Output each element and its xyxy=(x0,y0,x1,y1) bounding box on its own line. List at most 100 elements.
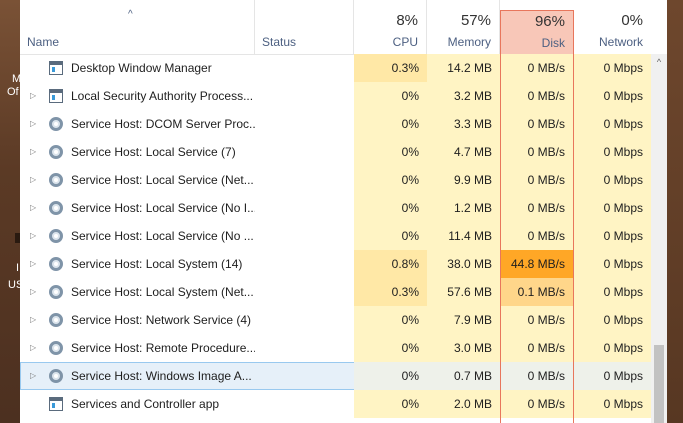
process-status xyxy=(255,194,354,222)
gear-icon xyxy=(49,201,63,215)
process-row[interactable]: ▷ Local Security Authority Process... 0% 3.… xyxy=(20,82,651,110)
process-name-cell: ▷ Local Security Authority Process... xyxy=(20,82,255,110)
process-network: 0 Mbps xyxy=(573,334,651,362)
process-memory: 9.9 MB xyxy=(427,166,500,194)
process-status xyxy=(255,110,354,138)
scrollbar-thumb[interactable] xyxy=(654,345,664,423)
process-network: 0 Mbps xyxy=(573,362,651,390)
expand-arrow-icon[interactable]: ▷ xyxy=(30,231,37,240)
process-disk: 0 MB/s xyxy=(500,390,573,418)
expand-arrow-icon[interactable]: ▷ xyxy=(30,119,37,128)
app-window-icon xyxy=(49,61,63,75)
column-label: Memory xyxy=(447,35,491,49)
process-memory: 4.7 MB xyxy=(427,138,500,166)
process-disk: 0 MB/s xyxy=(500,110,573,138)
process-name-cell: ▷ Service Host: Windows Image A... xyxy=(20,362,255,390)
process-memory: 3.0 MB xyxy=(427,334,500,362)
process-name-cell: ▷ Service Host: Local System (14) xyxy=(20,250,255,278)
vertical-scrollbar[interactable]: ^ xyxy=(651,54,667,423)
process-name-cell: ▷ Service Host: Local System (Net... xyxy=(20,278,255,306)
process-cpu: 0% xyxy=(354,194,427,222)
process-row[interactable]: Desktop Window Manager 0.3% 14.2 MB 0 MB/s 0… xyxy=(20,54,651,82)
expand-arrow-icon[interactable]: ▷ xyxy=(30,371,37,380)
desktop-icon-fragment xyxy=(15,233,20,243)
process-row[interactable]: Services and Controller app 0% 2.0 MB 0 MB/… xyxy=(20,390,651,418)
column-header-status[interactable]: Status xyxy=(255,0,354,54)
network-total-percent: 0% xyxy=(621,12,643,29)
process-memory: 14.2 MB xyxy=(427,54,500,82)
column-header-disk[interactable]: 96% Disk xyxy=(500,10,574,54)
process-status xyxy=(255,390,354,418)
process-network: 0 Mbps xyxy=(573,110,651,138)
process-disk: 0 MB/s xyxy=(500,138,573,166)
process-memory: 1.2 MB xyxy=(427,194,500,222)
process-network: 0 Mbps xyxy=(573,222,651,250)
process-memory: 38.0 MB xyxy=(427,250,500,278)
process-name: Service Host: Local Service (7) xyxy=(71,145,236,159)
process-row[interactable]: ▷ Service Host: DCOM Server Proc... 0% 3.3 … xyxy=(20,110,651,138)
process-disk: 0 MB/s xyxy=(500,54,573,82)
process-row[interactable]: ▷ Service Host: Network Service (4) 0% 7.9 … xyxy=(20,306,651,334)
process-status xyxy=(255,54,354,82)
process-row[interactable]: ▷ Service Host: Local System (14) 0.8% 38.0… xyxy=(20,250,651,278)
expand-arrow-icon[interactable]: ▷ xyxy=(30,259,37,268)
memory-total-percent: 57% xyxy=(460,12,491,29)
column-header-network[interactable]: 0% Network xyxy=(574,0,651,54)
process-name: Local Security Authority Process... xyxy=(71,89,254,103)
process-row[interactable]: ▷ Service Host: Local Service (No ... 0% 11… xyxy=(20,222,651,250)
disk-column-border-right xyxy=(573,54,574,423)
process-cpu: 0.3% xyxy=(354,54,427,82)
process-disk: 0 MB/s xyxy=(500,166,573,194)
process-name: Service Host: Remote Procedure... xyxy=(71,341,255,355)
desktop-icon-label-fragment: I xyxy=(16,262,20,274)
process-row[interactable]: ▷ Service Host: Local Service (Net... 0% 9.… xyxy=(20,166,651,194)
scroll-up-arrow-icon[interactable]: ^ xyxy=(656,57,662,67)
process-disk: 0 MB/s xyxy=(500,362,573,390)
column-header-name[interactable]: Name xyxy=(20,0,255,54)
process-row[interactable]: ▷ Service Host: Local Service (No I... 0% 1… xyxy=(20,194,651,222)
expand-arrow-icon[interactable]: ▷ xyxy=(30,287,37,296)
process-status xyxy=(255,334,354,362)
column-header-bar: ^ Name Status 8% CPU 57% Memory 96% Disk… xyxy=(20,0,667,55)
process-network: 0 Mbps xyxy=(573,82,651,110)
expand-arrow-icon[interactable]: ▷ xyxy=(30,343,37,352)
gear-icon xyxy=(49,229,63,243)
process-network: 0 Mbps xyxy=(573,54,651,82)
expand-arrow-icon[interactable]: ▷ xyxy=(30,175,37,184)
process-row[interactable]: ▷ Service Host: Local System (Net... 0.3% 5… xyxy=(20,278,651,306)
process-name-cell: ▷ Service Host: DCOM Server Proc... xyxy=(20,110,255,138)
process-row[interactable]: ▷ Service Host: Remote Procedure... 0% 3.0 … xyxy=(20,334,651,362)
expand-arrow-icon[interactable]: ▷ xyxy=(30,147,37,156)
process-disk: 0.1 MB/s xyxy=(500,278,573,306)
process-disk: 0 MB/s xyxy=(500,82,573,110)
process-cpu: 0% xyxy=(354,138,427,166)
process-memory: 11.4 MB xyxy=(427,222,500,250)
expand-arrow-icon[interactable]: ▷ xyxy=(30,203,37,212)
process-row[interactable]: ▷ Service Host: Local Service (7) 0% 4.7 MB… xyxy=(20,138,651,166)
process-name: Service Host: DCOM Server Proc... xyxy=(71,117,255,131)
gear-icon xyxy=(49,117,63,131)
process-name: Service Host: Network Service (4) xyxy=(71,313,252,327)
process-network: 0 Mbps xyxy=(573,194,651,222)
gear-icon xyxy=(49,341,63,355)
column-header-cpu[interactable]: 8% CPU xyxy=(354,0,427,54)
process-disk: 0 MB/s xyxy=(500,334,573,362)
desktop-icon-label-fragment: M xyxy=(12,73,22,85)
process-name-cell: ▷ Service Host: Local Service (Net... xyxy=(20,166,255,194)
column-header-memory[interactable]: 57% Memory xyxy=(427,0,500,54)
process-name-cell: Desktop Window Manager xyxy=(20,54,255,82)
expand-arrow-icon[interactable]: ▷ xyxy=(30,315,37,324)
sort-ascending-icon[interactable]: ^ xyxy=(128,9,133,20)
disk-total-percent: 96% xyxy=(534,13,565,30)
process-row[interactable]: ▷ Service Host: Windows Image A... 0% 0.7 M… xyxy=(20,362,651,390)
process-network: 0 Mbps xyxy=(573,390,651,418)
column-label: Network xyxy=(598,35,643,49)
process-memory: 7.9 MB xyxy=(427,306,500,334)
process-cpu: 0% xyxy=(354,362,427,390)
expand-arrow-icon[interactable]: ▷ xyxy=(30,91,37,100)
process-memory: 2.0 MB xyxy=(427,390,500,418)
app-window-icon xyxy=(49,89,63,103)
process-memory: 3.3 MB xyxy=(427,110,500,138)
process-memory: 0.7 MB xyxy=(427,362,500,390)
process-status xyxy=(255,278,354,306)
